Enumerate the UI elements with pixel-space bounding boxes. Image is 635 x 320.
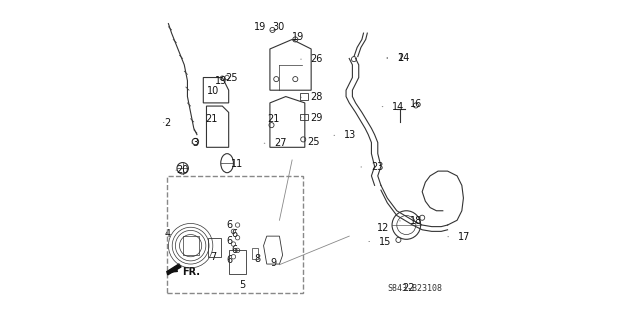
Text: 6: 6 [227, 220, 232, 230]
Text: 27: 27 [274, 138, 286, 148]
Text: 21: 21 [205, 114, 217, 124]
Text: FR.: FR. [182, 267, 200, 277]
Text: 29: 29 [311, 113, 323, 123]
Text: 10: 10 [208, 86, 220, 96]
Text: 22: 22 [403, 283, 415, 292]
Polygon shape [167, 264, 181, 275]
Bar [229, 251, 246, 274]
Text: 28: 28 [311, 92, 323, 102]
Text: 6: 6 [227, 236, 232, 246]
Text: 26: 26 [311, 54, 323, 64]
Text: 18: 18 [410, 216, 422, 226]
Text: 4: 4 [164, 228, 170, 239]
Text: 23: 23 [371, 162, 383, 172]
Text: 25: 25 [307, 137, 320, 147]
Text: 13: 13 [344, 130, 356, 140]
Text: 20: 20 [177, 165, 189, 175]
Text: 1: 1 [398, 53, 404, 63]
Text: 24: 24 [397, 52, 409, 62]
Bar [167, 176, 304, 293]
Text: 30: 30 [272, 22, 284, 32]
Text: 21: 21 [268, 114, 280, 124]
Text: 11: 11 [231, 159, 243, 169]
Text: 19: 19 [254, 22, 266, 32]
Text: 9: 9 [271, 259, 277, 268]
Text: 19: 19 [215, 76, 227, 86]
Text: 3: 3 [192, 138, 198, 148]
Text: 17: 17 [458, 232, 470, 242]
Text: S843-B23108: S843-B23108 [387, 284, 443, 293]
Text: 5: 5 [239, 280, 245, 290]
Text: 6: 6 [232, 245, 238, 255]
Text: 7: 7 [211, 252, 217, 262]
Text: 6: 6 [232, 228, 238, 239]
Text: 2: 2 [164, 117, 171, 128]
Text: 16: 16 [410, 99, 423, 108]
Bar [300, 93, 308, 100]
Text: 6: 6 [227, 255, 232, 265]
Bar [300, 114, 308, 120]
Text: 14: 14 [392, 102, 404, 112]
Text: 12: 12 [377, 223, 389, 233]
Text: 19: 19 [292, 32, 304, 42]
Text: 15: 15 [378, 236, 391, 246]
Bar [183, 236, 199, 255]
Bar [208, 238, 221, 257]
Text: 8: 8 [255, 254, 261, 264]
Text: 25: 25 [225, 73, 237, 83]
Bar [252, 248, 258, 259]
